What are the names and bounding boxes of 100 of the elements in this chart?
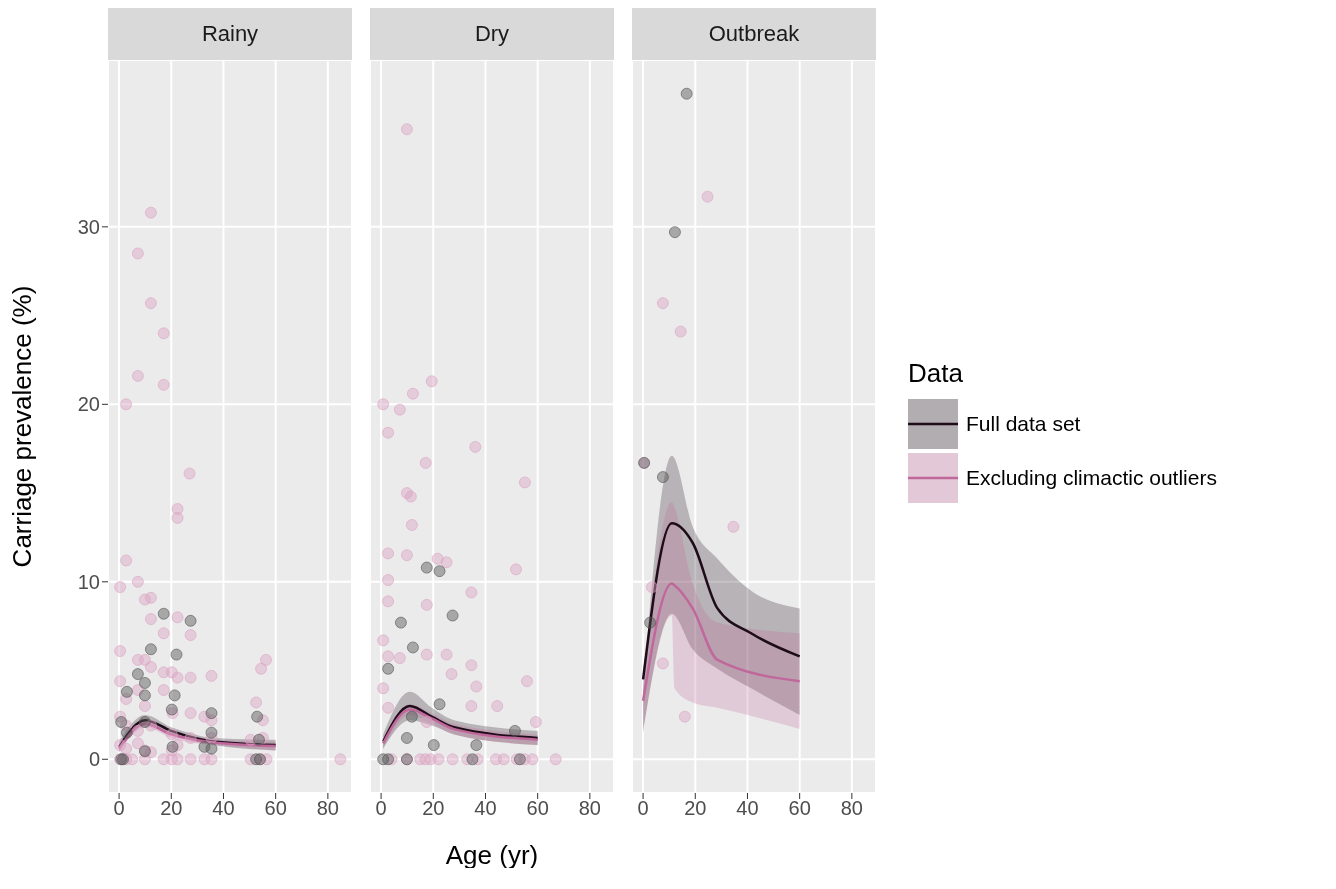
point — [549, 753, 562, 766]
point — [420, 648, 433, 661]
point — [465, 700, 478, 713]
point — [680, 87, 693, 100]
legend-label: Full data set — [966, 412, 1081, 436]
point — [497, 753, 510, 766]
point — [138, 676, 151, 689]
point — [205, 742, 218, 755]
point — [469, 440, 482, 453]
point — [157, 607, 170, 620]
point — [406, 641, 419, 654]
legend-title: Data — [908, 358, 964, 389]
point — [406, 387, 419, 400]
point — [377, 682, 390, 695]
point — [656, 657, 669, 670]
y-tick-label: 20 — [77, 393, 100, 416]
point — [252, 733, 265, 746]
point — [168, 689, 181, 702]
point — [144, 643, 157, 656]
x-tick-label: 60 — [788, 797, 811, 820]
x-tick-label: 0 — [637, 797, 649, 820]
x-tick-label: 20 — [422, 797, 445, 820]
point — [529, 716, 542, 729]
point — [465, 659, 478, 672]
point — [674, 325, 687, 338]
point — [433, 565, 446, 578]
point — [405, 519, 418, 531]
chart-title: Dry — [370, 8, 614, 60]
point — [656, 471, 669, 484]
point — [382, 547, 395, 560]
point — [420, 561, 433, 574]
point — [382, 662, 395, 675]
point — [508, 724, 521, 737]
y-tick-label: 30 — [77, 215, 100, 238]
point — [382, 595, 395, 608]
point — [440, 648, 453, 661]
point — [138, 689, 151, 702]
point — [445, 668, 458, 681]
x-tick-label: 80 — [840, 797, 863, 820]
chart-title: Outbreak — [632, 8, 876, 60]
x-tick-label: 60 — [264, 797, 287, 820]
point — [382, 574, 395, 587]
x-tick-label: 80 — [316, 797, 339, 820]
point — [382, 426, 395, 439]
point — [115, 716, 128, 729]
y-tick-label: 10 — [77, 570, 100, 593]
point — [727, 520, 740, 533]
x-tick-label: 0 — [375, 797, 387, 820]
point — [120, 726, 133, 739]
point — [170, 648, 183, 661]
point — [394, 616, 407, 629]
point — [491, 700, 504, 713]
point — [526, 753, 539, 766]
point — [446, 609, 459, 622]
point — [251, 710, 264, 723]
point — [465, 586, 478, 599]
point — [165, 703, 178, 716]
x-tick-label: 80 — [578, 797, 601, 820]
point — [466, 753, 479, 766]
point — [166, 740, 179, 753]
point — [377, 398, 390, 411]
x-tick-label: 40 — [474, 797, 497, 820]
legend-label: Excluding climactic outliers — [966, 466, 1217, 490]
point — [205, 726, 218, 739]
point — [404, 490, 417, 503]
point — [510, 563, 523, 576]
y-axis-title: Carriage prevalence (%) — [7, 285, 38, 568]
point — [701, 190, 714, 203]
x-tick-label: 40 — [212, 797, 235, 820]
point — [400, 123, 413, 136]
point — [400, 731, 413, 744]
point — [470, 739, 483, 752]
point — [678, 710, 691, 723]
point — [382, 650, 395, 663]
point — [138, 716, 151, 729]
point — [405, 710, 418, 723]
point — [520, 675, 533, 688]
point — [393, 403, 406, 416]
x-tick-label: 40 — [736, 797, 759, 820]
point — [382, 701, 395, 714]
point — [377, 634, 390, 647]
point — [518, 476, 531, 489]
point — [433, 698, 446, 711]
point — [205, 707, 218, 720]
y-tick-label: 0 — [88, 748, 100, 771]
point — [431, 552, 444, 565]
point — [419, 456, 432, 469]
x-tick-label: 20 — [160, 797, 183, 820]
x-tick-label: 20 — [684, 797, 707, 820]
x-tick-label: 0 — [113, 797, 125, 820]
chart-title: Rainy — [108, 8, 352, 60]
point — [645, 581, 658, 594]
point — [470, 680, 483, 693]
point — [644, 616, 657, 629]
point — [420, 598, 433, 611]
point — [425, 375, 438, 388]
x-tick-label: 60 — [526, 797, 549, 820]
point — [656, 297, 669, 310]
point — [420, 716, 433, 729]
point — [393, 652, 406, 665]
